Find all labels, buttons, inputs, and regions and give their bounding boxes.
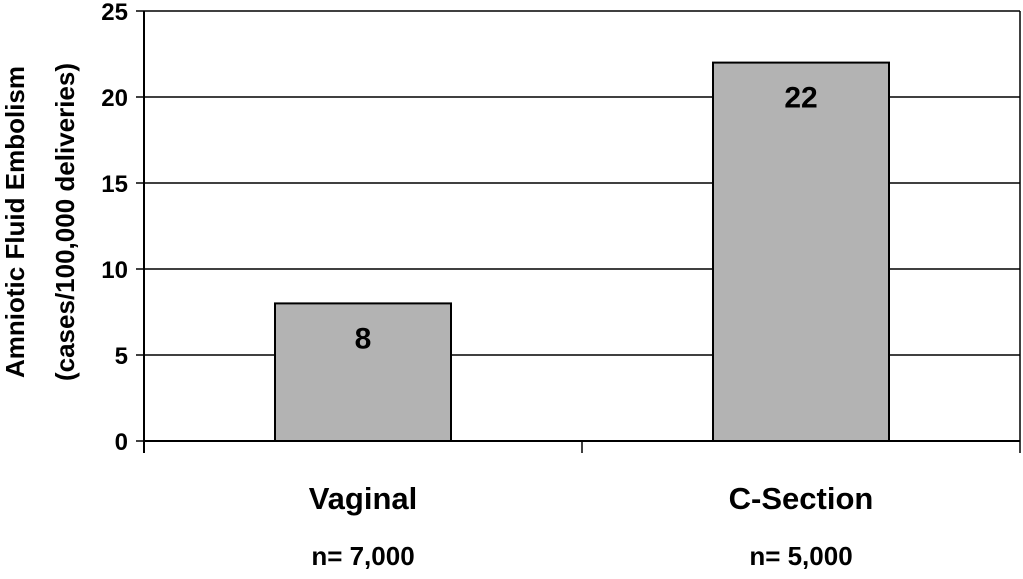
labels: 0 5 10 15 20 25 8 Vaginal n= 7,000 22 C-Section n= …: [101, 0, 873, 571]
category-sublabel-c-section: n= 5,000: [749, 541, 852, 571]
y-tick-label-25: 25: [101, 0, 128, 26]
y-tick-label-0: 0: [115, 429, 128, 456]
data-label-c-section: 22: [784, 82, 817, 115]
bar-c-section: [712, 61, 890, 442]
y-axis-label-line-2: (cases/100,000 deliveries): [50, 63, 80, 381]
y-axis-label-line-1: Amniotic Fluid Embolism: [0, 66, 30, 378]
axes: [136, 10, 1021, 453]
y-tick-label-10: 10: [101, 257, 128, 284]
y-tick-label-5: 5: [115, 343, 128, 370]
y-tick-label-15: 15: [101, 171, 128, 198]
category-label-vaginal: Vaginal: [309, 481, 418, 516]
data-label-vaginal: 8: [355, 322, 372, 355]
bars: [274, 61, 890, 442]
category-label-c-section: C-Section: [729, 481, 874, 516]
category-sublabel-vaginal: n= 7,000: [311, 541, 414, 571]
y-tick-label-20: 20: [101, 85, 128, 112]
